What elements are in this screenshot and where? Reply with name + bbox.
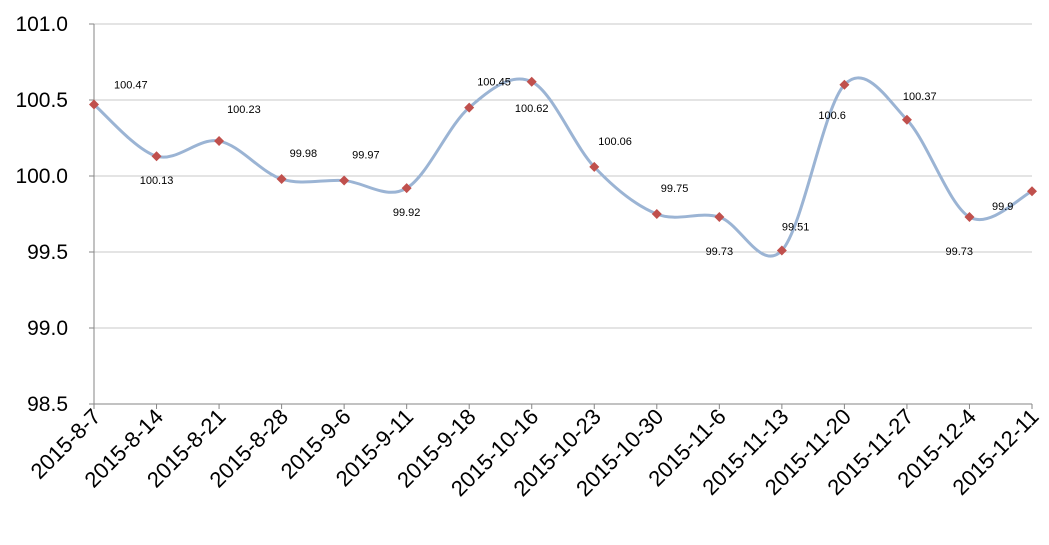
data-label: 99.75 xyxy=(661,183,689,195)
series-line xyxy=(93,76,1033,258)
data-point-marker xyxy=(526,76,537,87)
data-point-marker xyxy=(651,209,662,219)
data-point-marker xyxy=(964,212,975,223)
data-label: 100.37 xyxy=(903,91,937,103)
data-label: 99.9 xyxy=(992,201,1013,213)
y-tick-label: 100.5 xyxy=(15,89,68,112)
data-point-marker xyxy=(276,174,287,185)
data-point-marker xyxy=(89,99,99,110)
data-label: 100.23 xyxy=(227,104,261,116)
series-line-group xyxy=(93,76,1033,258)
data-point-marker xyxy=(714,212,725,223)
data-point-marker xyxy=(401,183,412,194)
data-label: 99.73 xyxy=(706,246,734,258)
data-point-marker xyxy=(1027,186,1037,197)
data-label: 99.97 xyxy=(352,150,380,162)
y-tick-label: 99.0 xyxy=(27,317,68,340)
data-label: 100.47 xyxy=(114,80,148,92)
y-axis-tick-labels: 98.5 99.0 99.5 100.0 100.5 101.0 xyxy=(15,13,68,416)
data-label: 100.6 xyxy=(818,110,846,122)
y-tick-label: 98.5 xyxy=(27,393,68,416)
data-label: 99.73 xyxy=(945,246,973,258)
data-point-marker xyxy=(901,114,912,125)
y-tick-label: 100.0 xyxy=(15,165,68,188)
data-label: 100.13 xyxy=(140,175,174,187)
y-tick-label: 101.0 xyxy=(15,13,68,36)
data-markers xyxy=(89,76,1037,256)
data-point-marker xyxy=(214,136,225,147)
data-label: 99.51 xyxy=(782,221,810,233)
data-point-marker xyxy=(339,175,350,186)
y-tick-label: 99.5 xyxy=(27,241,68,264)
data-point-marker xyxy=(589,161,600,172)
data-label: 99.92 xyxy=(393,207,421,219)
data-point-marker xyxy=(839,79,850,90)
axes xyxy=(89,23,1033,409)
x-axis-tick-labels: 2015-8-72015-8-142015-8-212015-8-282015-… xyxy=(26,404,1044,501)
data-label: 100.06 xyxy=(598,136,632,148)
data-label: 99.98 xyxy=(290,148,318,160)
gridlines xyxy=(94,23,1032,329)
data-labels: 100.47 100.13 100.23 99.98 99.97 99.92 100.45 1… xyxy=(114,77,1013,258)
data-label: 100.62 xyxy=(515,103,549,115)
data-point-marker xyxy=(776,245,787,256)
data-point-marker xyxy=(464,102,475,113)
data-label: 100.45 xyxy=(477,77,511,89)
data-point-marker xyxy=(151,151,162,162)
